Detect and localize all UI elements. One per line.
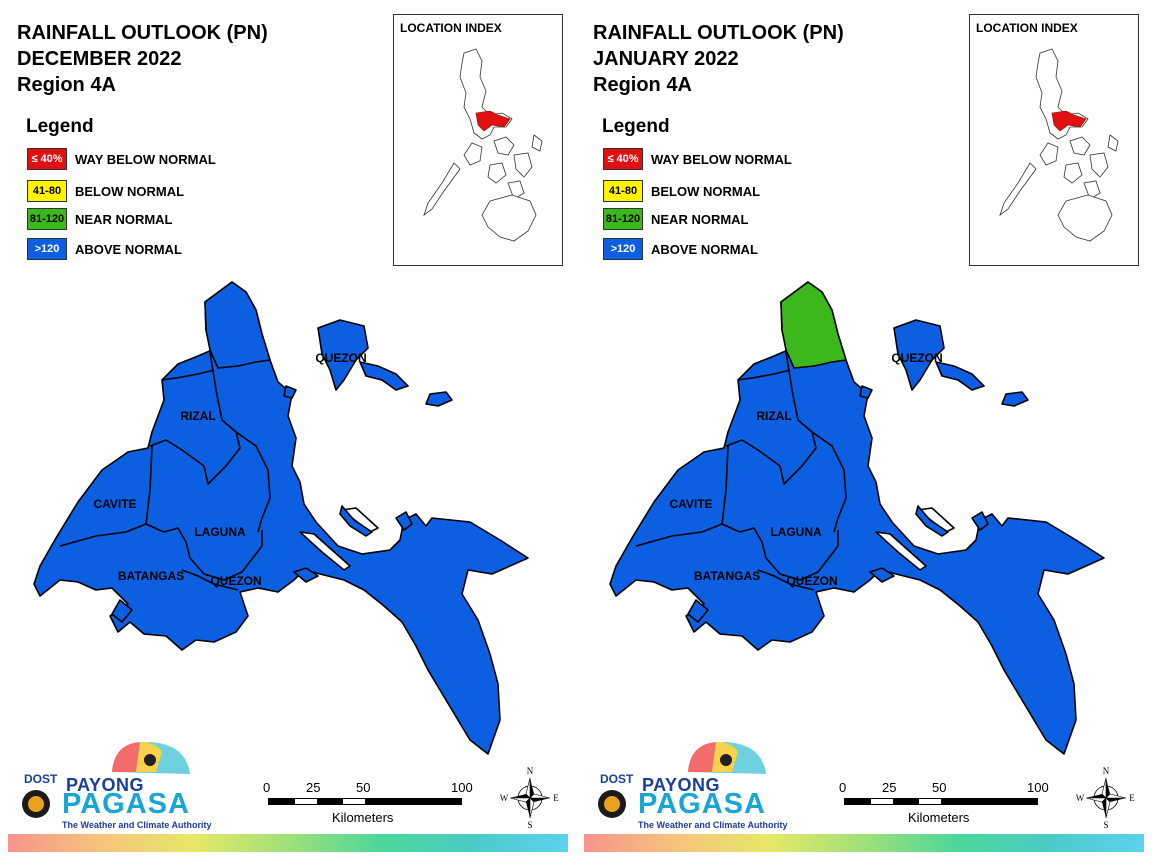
label-quezon-south: QUEZON: [786, 574, 837, 588]
svg-text:W: W: [500, 793, 509, 803]
legend-swatch: ≤ 40%: [603, 148, 643, 170]
mainland-region: [609, 281, 1105, 755]
label-quezon-north: QUEZON: [891, 351, 942, 365]
dost-label: DOST: [24, 772, 58, 786]
north-arrow: N S W E: [500, 764, 560, 830]
legend-swatch: 41-80: [27, 180, 67, 202]
scale-tick-0: 0: [839, 780, 847, 795]
label-cavite: CAVITE: [93, 497, 136, 511]
location-index-inset: LOCATION INDEX: [393, 14, 563, 266]
title-line-1: RAINFALL OUTLOOK (PN): [17, 22, 268, 44]
payong-label: PAYONG: [642, 775, 721, 795]
location-index-inset: LOCATION INDEX: [969, 14, 1139, 266]
outlook-panel-december: RAINFALL OUTLOOK (PN) DECEMBER 2022 Regi…: [8, 14, 568, 852]
legend-title: Legend: [26, 116, 94, 137]
legend-label: NEAR NORMAL: [651, 212, 749, 227]
svg-text:S: S: [1103, 820, 1108, 830]
legend-swatch: >120: [27, 238, 67, 260]
pagasa-label: PAGASA: [638, 788, 766, 820]
label-batangas: BATANGAS: [118, 569, 184, 583]
region-4a-highlight: [475, 110, 511, 132]
umbrella-icon: [22, 742, 190, 818]
label-batangas: BATANGAS: [694, 569, 760, 583]
scale-bar: 0 25 50 100 Kilometers: [260, 776, 480, 836]
scale-units: Kilometers: [908, 810, 970, 825]
title-line-3: Region 4A: [593, 74, 692, 96]
svg-text:E: E: [1129, 793, 1135, 803]
panel-title: RAINFALL OUTLOOK (PN) JANUARY 2022 Regio…: [593, 20, 844, 98]
dost-label: DOST: [600, 772, 634, 786]
scale-tick-100: 100: [1027, 780, 1049, 795]
scale-tick-50: 50: [932, 780, 947, 795]
svg-text:W: W: [1076, 793, 1085, 803]
legend-title: Legend: [602, 116, 670, 137]
legend-label: BELOW NORMAL: [75, 184, 185, 199]
scale-bar: 0 25 50 100 Kilometers: [836, 776, 1056, 836]
region-4a-map: QUEZON RIZAL CAVITE LAGUNA BATANGAS QUEZ…: [609, 281, 1105, 755]
svg-text:S: S: [527, 820, 532, 830]
north-quezon-region: [204, 281, 271, 369]
legend-label: WAY BELOW NORMAL: [75, 152, 216, 167]
tagline-label: The Weather and Climate Authority: [62, 820, 212, 830]
label-laguna: LAGUNA: [770, 525, 822, 539]
outlook-panel-january: RAINFALL OUTLOOK (PN) JANUARY 2022 Regio…: [576, 0, 1152, 864]
scale-tick-0: 0: [263, 780, 271, 795]
scale-tick-50: 50: [356, 780, 371, 795]
legend-swatch: 81-120: [603, 208, 643, 230]
umbrella-icon: [598, 742, 766, 818]
legend-swatch: ≤ 40%: [27, 148, 67, 170]
legend-label: WAY BELOW NORMAL: [651, 152, 792, 167]
svg-text:E: E: [553, 793, 559, 803]
label-rizal: RIZAL: [180, 409, 215, 423]
compass-rose-icon: N S W E: [1076, 766, 1136, 830]
title-line-2: JANUARY 2022: [593, 48, 739, 70]
label-quezon-north: QUEZON: [315, 351, 366, 365]
region-4a-map: QUEZON RIZAL CAVITE LAGUNA BATANGAS QUEZ…: [33, 281, 529, 755]
color-gradient-strip: [584, 834, 1144, 852]
pagasa-label: PAGASA: [62, 788, 190, 820]
legend-label: ABOVE NORMAL: [75, 242, 182, 257]
scale-tick-25: 25: [882, 780, 897, 795]
legend-swatch: 81-120: [27, 208, 67, 230]
svg-text:N: N: [1103, 766, 1110, 776]
label-laguna: LAGUNA: [194, 525, 246, 539]
north-quezon-region: [780, 281, 847, 369]
north-arrow: N S W E: [1076, 764, 1136, 830]
tagline-label: The Weather and Climate Authority: [638, 820, 788, 830]
color-gradient-strip: [8, 834, 568, 852]
title-line-1: RAINFALL OUTLOOK (PN): [593, 22, 844, 44]
region-4a-highlight: [1051, 110, 1087, 132]
payong-label: PAYONG: [66, 775, 145, 795]
mainland-region: [33, 281, 529, 755]
legend-swatch: 41-80: [603, 180, 643, 202]
title-line-3: Region 4A: [17, 74, 116, 96]
legend-swatch: >120: [603, 238, 643, 260]
compass-rose-icon: N S W E: [500, 766, 560, 830]
legend-label: ABOVE NORMAL: [651, 242, 758, 257]
payong-pagasa-logo: DOST PAYONG PAGASA The Weather and Clima…: [16, 742, 212, 832]
scale-tick-100: 100: [451, 780, 473, 795]
title-line-2: DECEMBER 2022: [17, 48, 182, 70]
location-index-title: LOCATION INDEX: [400, 21, 502, 35]
legend-label: BELOW NORMAL: [651, 184, 761, 199]
location-index-title: LOCATION INDEX: [976, 21, 1078, 35]
philippines-outline-map: [999, 48, 1119, 242]
scale-units: Kilometers: [332, 810, 394, 825]
label-rizal: RIZAL: [756, 409, 791, 423]
label-quezon-south: QUEZON: [210, 574, 261, 588]
payong-pagasa-logo: DOST PAYONG PAGASA The Weather and Clima…: [592, 742, 788, 832]
panel-title: RAINFALL OUTLOOK (PN) DECEMBER 2022 Regi…: [17, 20, 268, 98]
scale-tick-25: 25: [306, 780, 321, 795]
label-cavite: CAVITE: [669, 497, 712, 511]
legend-label: NEAR NORMAL: [75, 212, 173, 227]
svg-text:N: N: [527, 766, 534, 776]
philippines-outline-map: [423, 48, 543, 242]
